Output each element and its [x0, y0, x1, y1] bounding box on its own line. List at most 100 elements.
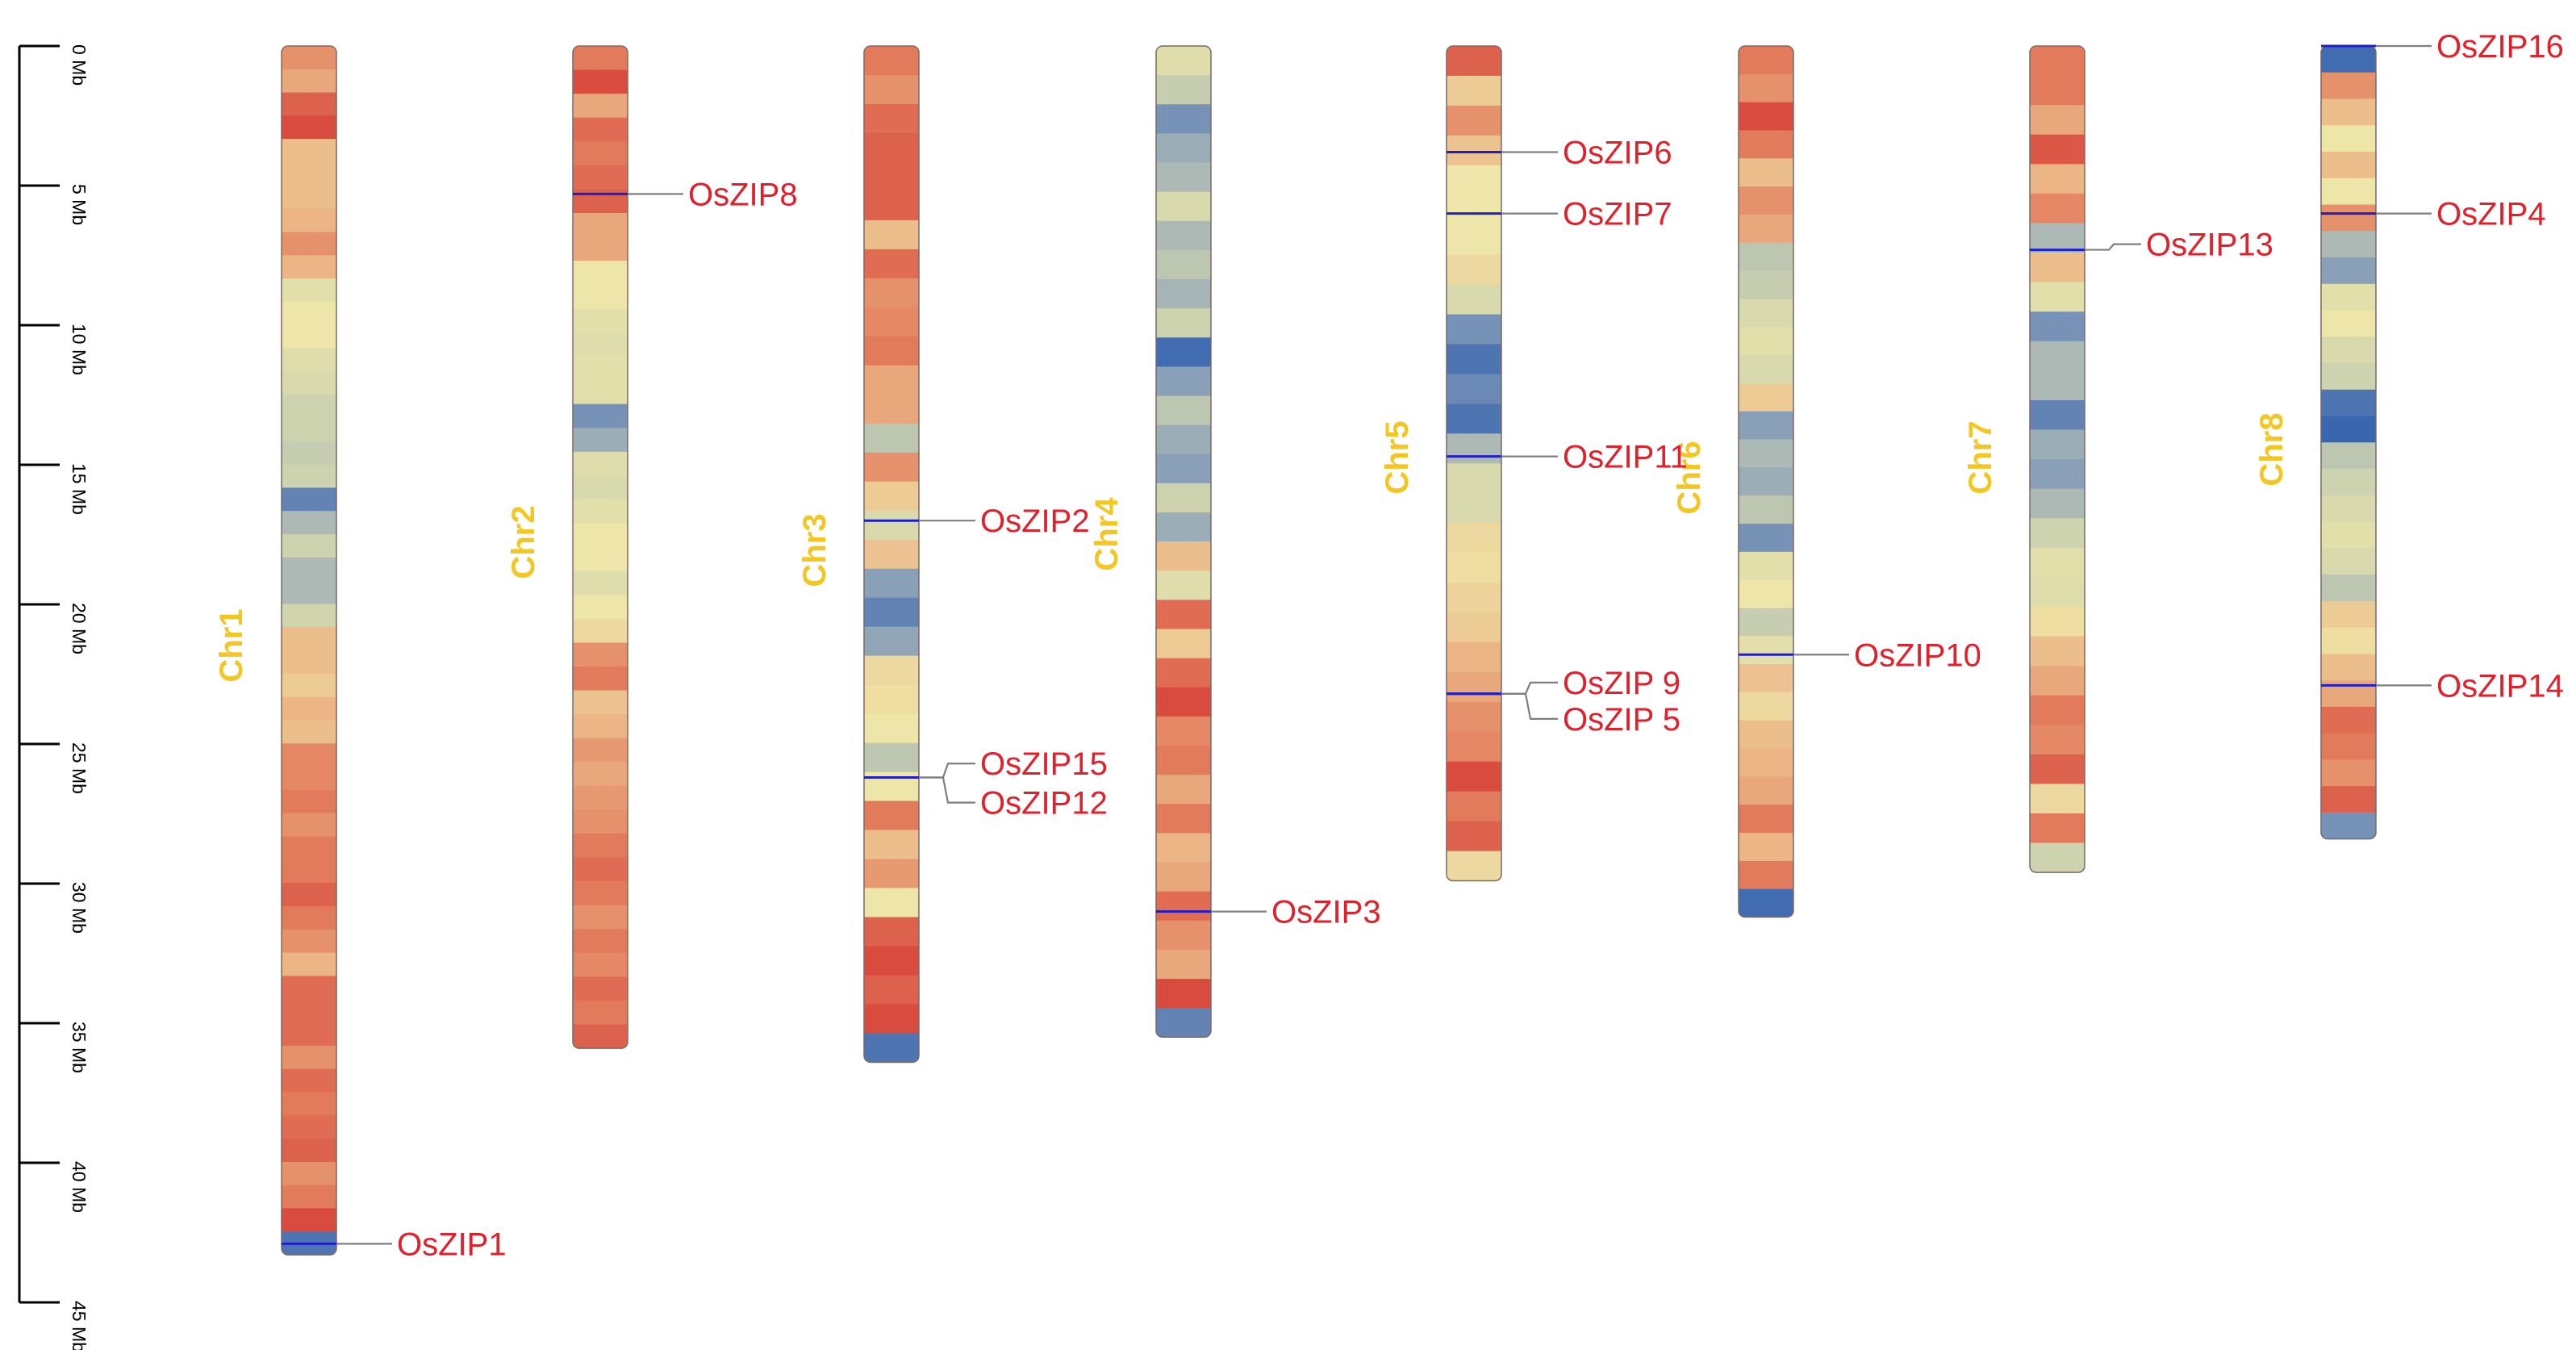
density-band — [573, 642, 628, 667]
gene-oszip10: OsZIP10 — [1739, 637, 1981, 673]
density-band — [1739, 664, 1793, 693]
density-band — [1739, 579, 1793, 609]
density-band — [864, 917, 919, 947]
density-band — [864, 423, 919, 453]
density-band — [2030, 488, 2085, 519]
density-band — [573, 213, 628, 238]
density-band — [282, 185, 336, 210]
density-band — [2321, 627, 2376, 654]
gene-oszip7: OsZIP7 — [1447, 197, 1672, 232]
density-band — [1156, 453, 1211, 484]
density-band — [1156, 337, 1211, 367]
density-band — [2321, 759, 2376, 787]
gene-oszip6: OsZIP6 — [1447, 135, 1672, 170]
density-band — [1739, 608, 1793, 637]
density-band — [864, 510, 919, 541]
density-band — [1447, 224, 1501, 256]
gene-leader-line — [919, 776, 975, 804]
density-band — [282, 348, 336, 372]
density-band — [573, 236, 628, 261]
density-band — [1447, 105, 1501, 136]
density-band — [573, 428, 628, 453]
axis-tick-label: 20 Mb — [69, 603, 90, 654]
density-band — [573, 547, 628, 572]
gene-label: OsZIP16 — [2436, 29, 2564, 65]
chromosome-label: Chr3 — [797, 513, 833, 587]
density-band — [864, 800, 919, 831]
gene-label: OsZIP14 — [2436, 668, 2564, 704]
density-band — [2321, 231, 2376, 258]
density-band — [2030, 223, 2085, 253]
gene-leader-line — [919, 763, 975, 779]
gene-oszip12: OsZIP12 — [864, 776, 1108, 821]
chromosome-label: Chr4 — [1089, 497, 1125, 571]
gene-label: OsZIP 9 — [1563, 666, 1680, 701]
density-band — [1447, 523, 1501, 554]
density-band — [573, 929, 628, 954]
density-band — [282, 767, 336, 791]
density-band — [282, 301, 336, 326]
chromosome-chr7: Chr7 — [1963, 45, 2085, 873]
density-band — [573, 94, 628, 119]
density-band — [573, 618, 628, 643]
density-band — [282, 883, 336, 907]
density-band — [282, 952, 336, 977]
density-band — [1739, 805, 1793, 834]
gene-oszip2: OsZIP2 — [864, 504, 1090, 539]
chromosome-label: Chr1 — [214, 608, 249, 682]
density-band — [282, 441, 336, 466]
density-band — [1739, 411, 1793, 441]
density-band — [1447, 821, 1501, 852]
axis-tick-label: 35 Mb — [69, 1022, 90, 1073]
gene-oszip5: OsZIP 5 — [1447, 692, 1680, 738]
density-band — [573, 451, 628, 476]
density-band — [573, 690, 628, 715]
density-band — [1447, 165, 1501, 196]
density-band — [282, 813, 336, 838]
chromosome-chr5: Chr5 — [1380, 45, 1502, 882]
density-band — [2321, 495, 2376, 523]
density-band — [1447, 403, 1501, 434]
density-band — [282, 1092, 336, 1116]
chromosome-chr6: Chr6 — [1672, 45, 1794, 918]
density-band — [282, 417, 336, 442]
chromosome-outline — [572, 45, 628, 1049]
density-band — [282, 999, 336, 1023]
density-band — [573, 571, 628, 596]
density-band — [282, 162, 336, 186]
gene-label: OsZIP4 — [2436, 197, 2546, 232]
chromosome-set: Chr1 Chr2 Chr3 Chr4 Chr5 Chr6 Chr7 Chr8 — [214, 45, 2377, 1256]
density-band — [2030, 459, 2085, 490]
density-band — [1156, 862, 1211, 892]
density-band — [282, 557, 336, 582]
density-band — [573, 809, 628, 834]
density-band — [1156, 162, 1211, 193]
density-band — [1156, 512, 1211, 542]
density-band — [2030, 253, 2085, 283]
density-band — [573, 714, 628, 739]
density-band — [2321, 204, 2376, 232]
density-band — [1156, 1008, 1211, 1038]
density-band — [2321, 72, 2376, 100]
gene-leader-line — [1501, 692, 1558, 720]
density-band — [2030, 725, 2085, 755]
density-band — [282, 487, 336, 512]
density-band — [573, 403, 628, 428]
density-band — [2030, 105, 2085, 136]
density-band — [1739, 186, 1793, 215]
density-band — [282, 46, 336, 70]
density-band — [2321, 46, 2376, 73]
density-band — [1447, 254, 1501, 286]
density-band — [573, 833, 628, 859]
density-band — [864, 278, 919, 308]
density-band — [1739, 327, 1793, 356]
density-band — [864, 336, 919, 366]
gene-oszip8: OsZIP8 — [573, 177, 798, 212]
density-band — [1447, 284, 1501, 316]
density-band — [1156, 541, 1211, 571]
density-band — [1739, 748, 1793, 778]
density-band — [1156, 191, 1211, 222]
chromosome-label: Chr5 — [1380, 420, 1415, 494]
density-band — [864, 103, 919, 134]
chromosome-label: Chr7 — [1963, 420, 1998, 494]
